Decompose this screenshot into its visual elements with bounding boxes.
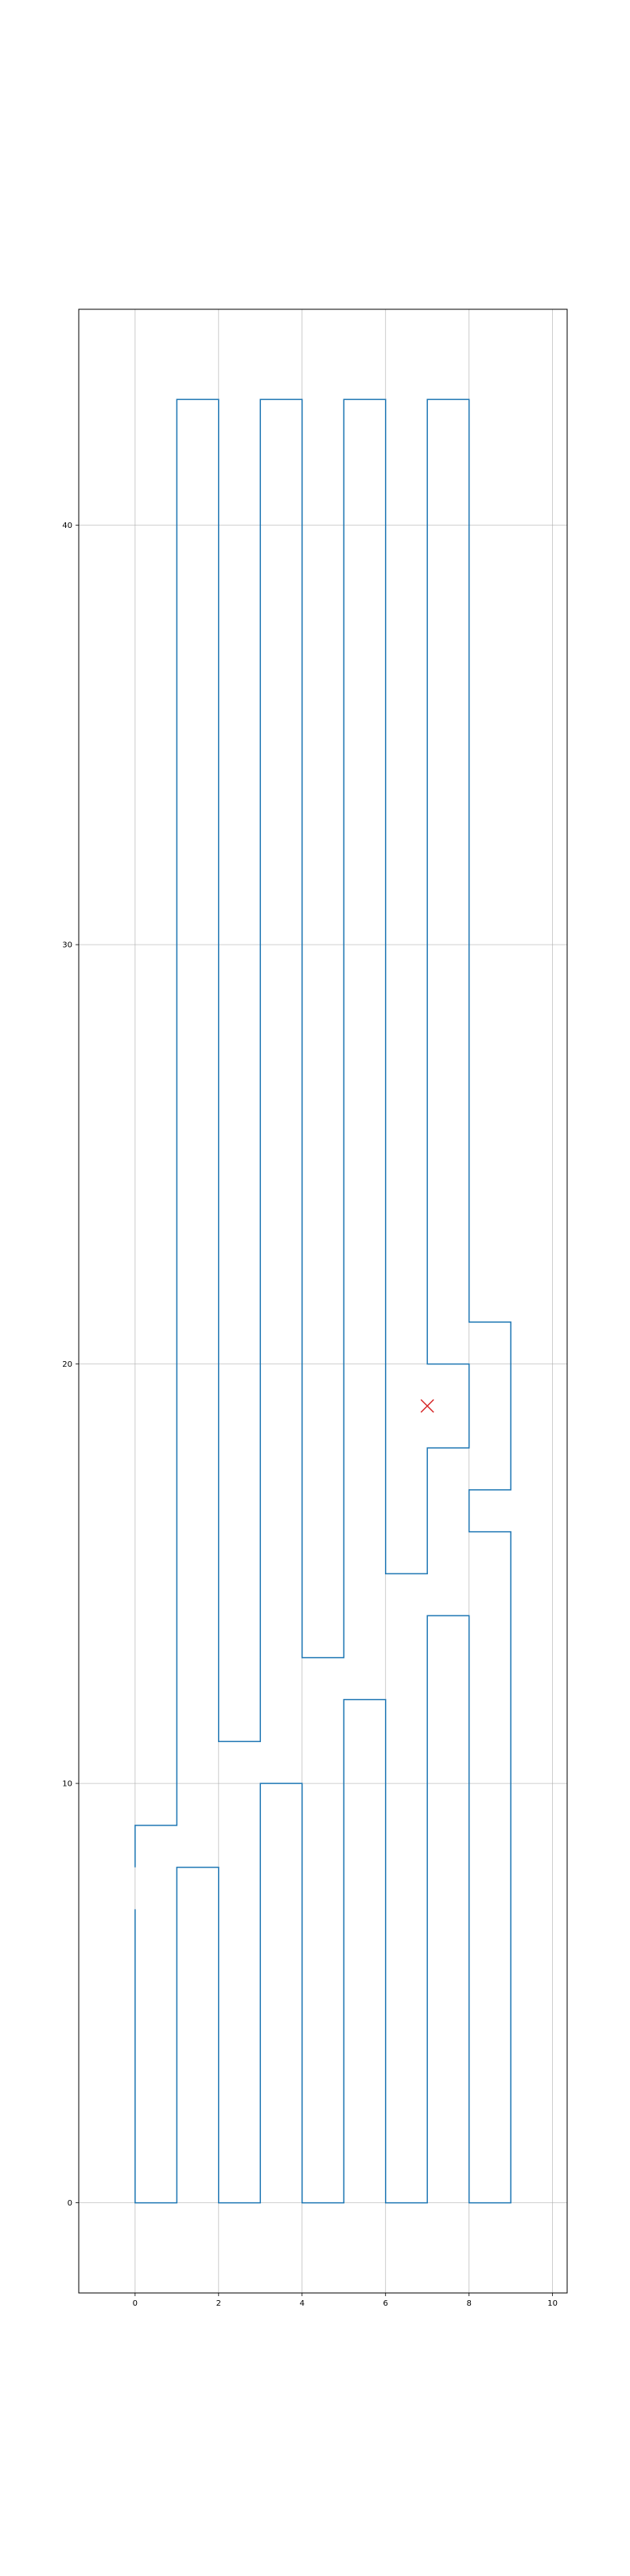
- plot-frame: [78, 308, 568, 2294]
- axis-ticks: 0 2 4 6 8 10 0 10 20 30 40: [62, 522, 558, 2308]
- y-tick-label: 10: [62, 1780, 72, 1789]
- x-tick-label: 0: [133, 2299, 138, 2308]
- x-tick-label: 4: [300, 2299, 305, 2308]
- y-tick-label: 30: [62, 941, 72, 950]
- y-tick-label: 20: [62, 1360, 72, 1369]
- y-tick-label: 40: [62, 522, 72, 530]
- x-tick-label: 6: [383, 2299, 388, 2308]
- x-tick-label: 2: [216, 2299, 221, 2308]
- x-tick-label: 10: [547, 2299, 558, 2308]
- x-marker: [420, 1399, 434, 1413]
- markers: [420, 1399, 434, 1413]
- y-tick-label: 0: [68, 2199, 72, 2208]
- x-tick-label: 8: [466, 2299, 471, 2308]
- series-path: [134, 398, 511, 2204]
- series-line: [134, 398, 511, 2204]
